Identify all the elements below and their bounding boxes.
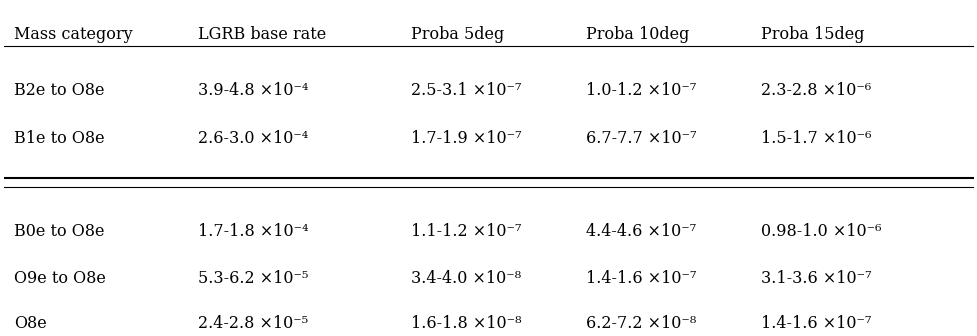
Text: 1.5-1.7 ×10⁻⁶: 1.5-1.7 ×10⁻⁶ [760, 130, 871, 147]
Text: 2.3-2.8 ×10⁻⁶: 2.3-2.8 ×10⁻⁶ [760, 82, 870, 99]
Text: 1.6-1.8 ×10⁻⁸: 1.6-1.8 ×10⁻⁸ [411, 315, 522, 332]
Text: Mass category: Mass category [14, 26, 132, 43]
Text: B2e to O8e: B2e to O8e [14, 82, 105, 99]
Text: O9e to O8e: O9e to O8e [14, 270, 106, 287]
Text: 6.7-7.7 ×10⁻⁷: 6.7-7.7 ×10⁻⁷ [585, 130, 696, 147]
Text: Proba 10deg: Proba 10deg [585, 26, 689, 43]
Text: 3.9-4.8 ×10⁻⁴: 3.9-4.8 ×10⁻⁴ [198, 82, 308, 99]
Text: 2.5-3.1 ×10⁻⁷: 2.5-3.1 ×10⁻⁷ [411, 82, 522, 99]
Text: 1.1-1.2 ×10⁻⁷: 1.1-1.2 ×10⁻⁷ [411, 223, 522, 240]
Text: B1e to O8e: B1e to O8e [14, 130, 105, 147]
Text: Proba 15deg: Proba 15deg [760, 26, 863, 43]
Text: 1.0-1.2 ×10⁻⁷: 1.0-1.2 ×10⁻⁷ [585, 82, 696, 99]
Text: 4.4-4.6 ×10⁻⁷: 4.4-4.6 ×10⁻⁷ [585, 223, 696, 240]
Text: LGRB base rate: LGRB base rate [198, 26, 326, 43]
Text: O8e: O8e [14, 315, 47, 332]
Text: 0.98-1.0 ×10⁻⁶: 0.98-1.0 ×10⁻⁶ [760, 223, 880, 240]
Text: B0e to O8e: B0e to O8e [14, 223, 105, 240]
Text: 6.2-7.2 ×10⁻⁸: 6.2-7.2 ×10⁻⁸ [585, 315, 696, 332]
Text: 1.7-1.8 ×10⁻⁴: 1.7-1.8 ×10⁻⁴ [198, 223, 309, 240]
Text: 1.7-1.9 ×10⁻⁷: 1.7-1.9 ×10⁻⁷ [411, 130, 522, 147]
Text: 3.4-4.0 ×10⁻⁸: 3.4-4.0 ×10⁻⁸ [411, 270, 521, 287]
Text: 5.3-6.2 ×10⁻⁵: 5.3-6.2 ×10⁻⁵ [198, 270, 308, 287]
Text: 2.6-3.0 ×10⁻⁴: 2.6-3.0 ×10⁻⁴ [198, 130, 308, 147]
Text: 1.4-1.6 ×10⁻⁷: 1.4-1.6 ×10⁻⁷ [585, 270, 696, 287]
Text: 2.4-2.8 ×10⁻⁵: 2.4-2.8 ×10⁻⁵ [198, 315, 308, 332]
Text: Proba 5deg: Proba 5deg [411, 26, 504, 43]
Text: 1.4-1.6 ×10⁻⁷: 1.4-1.6 ×10⁻⁷ [760, 315, 870, 332]
Text: 3.1-3.6 ×10⁻⁷: 3.1-3.6 ×10⁻⁷ [760, 270, 871, 287]
